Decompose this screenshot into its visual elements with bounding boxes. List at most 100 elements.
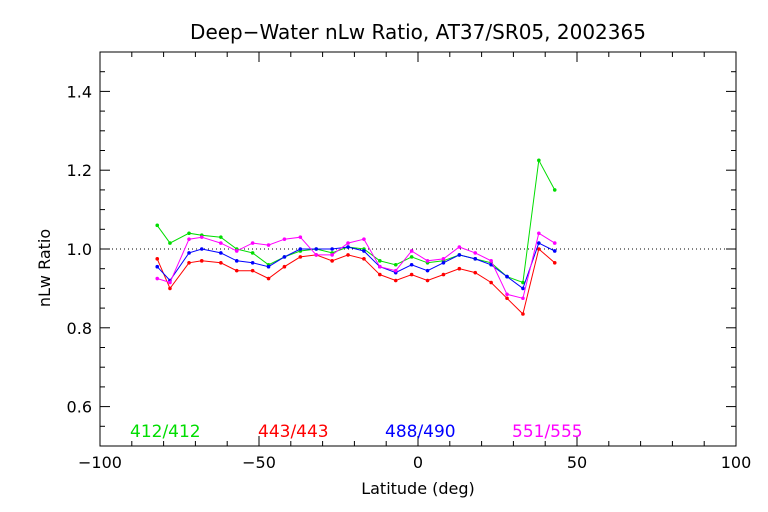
data-point: [409, 272, 414, 277]
data-point: [425, 268, 430, 273]
data-point: [441, 260, 446, 265]
data-point: [521, 280, 525, 285]
data-point: [330, 247, 334, 251]
data-point: [409, 249, 414, 253]
data-point: [378, 259, 382, 263]
data-point: [155, 264, 160, 269]
data-point: [441, 272, 446, 277]
data-point: [505, 274, 509, 279]
data-point: [489, 280, 493, 285]
data-point: [505, 292, 509, 297]
data-point: [473, 270, 478, 275]
y-tick-label: 1.0: [67, 240, 92, 259]
legend-entry: 551/555: [512, 422, 583, 442]
data-point: [409, 255, 414, 259]
data-point: [346, 241, 350, 245]
data-point: [266, 264, 271, 269]
y-tick-label: 0.6: [67, 398, 92, 417]
data-point: [187, 231, 191, 236]
data-point: [168, 280, 172, 285]
legend-entry: 488/490: [385, 422, 456, 442]
legend-entry: 443/443: [258, 422, 329, 442]
data-point: [282, 255, 287, 259]
data-point: [521, 296, 525, 301]
series-412-412: [155, 158, 557, 285]
series-551-555: [155, 231, 557, 301]
series-443-443: [155, 247, 557, 316]
data-point: [219, 251, 223, 255]
data-point: [314, 247, 319, 251]
data-point: [457, 266, 462, 271]
data-point: [537, 231, 541, 236]
y-tick-label: 1.2: [67, 161, 92, 180]
data-point: [298, 235, 303, 239]
data-point: [537, 241, 541, 245]
legend-entry: 412/412: [130, 422, 201, 442]
y-axis-label: nLw Ratio: [35, 229, 54, 307]
data-point: [234, 268, 239, 273]
data-point: [362, 237, 366, 241]
data-point: [298, 255, 303, 259]
series-line: [156, 242, 555, 290]
data-point: [521, 312, 525, 316]
series-layer: [155, 158, 557, 316]
data-point: [187, 237, 191, 241]
data-point: [234, 259, 239, 263]
data-point: [199, 235, 204, 239]
data-point: [187, 251, 191, 255]
axis-ticks: −100 −50 0 50 100 0.6 0.8 1.0 1.2 1.4: [67, 51, 751, 472]
data-point: [362, 257, 366, 261]
data-point: [234, 249, 239, 253]
y-tick-label: 1.4: [67, 82, 92, 101]
data-point: [346, 253, 350, 257]
data-point: [250, 260, 255, 265]
data-point: [489, 259, 493, 263]
data-point: [168, 286, 172, 291]
data-point: [282, 237, 287, 241]
data-point: [441, 257, 446, 261]
data-point: [393, 278, 398, 283]
data-point: [552, 241, 557, 245]
x-tick-label: −100: [78, 453, 122, 472]
data-point: [250, 241, 255, 245]
data-point: [219, 260, 223, 265]
x-tick-label: −50: [242, 453, 276, 472]
data-point: [409, 262, 414, 267]
data-point: [314, 253, 319, 257]
y-tick-label: 0.8: [67, 319, 92, 338]
series-line: [156, 158, 556, 284]
data-point: [473, 251, 478, 255]
data-point: [155, 276, 160, 281]
data-point: [155, 223, 160, 228]
data-point: [537, 247, 541, 251]
data-point: [393, 268, 398, 273]
data-point: [155, 257, 160, 261]
data-point: [362, 249, 366, 253]
x-tick-label: 50: [567, 453, 587, 472]
data-point: [393, 262, 398, 267]
series-line: [157, 232, 555, 299]
data-point: [425, 259, 430, 263]
data-point: [378, 272, 382, 277]
data-point: [187, 260, 191, 265]
data-point: [521, 286, 525, 291]
data-point: [425, 278, 430, 283]
data-point: [552, 188, 557, 192]
data-point: [457, 253, 462, 257]
data-point: [473, 257, 478, 261]
data-point: [266, 276, 271, 281]
data-point: [250, 268, 255, 273]
data-point: [537, 158, 541, 163]
chart-title: Deep−Water nLw Ratio, AT37/SR05, 2002365: [190, 20, 646, 44]
data-point: [298, 247, 303, 251]
data-point: [378, 264, 382, 269]
data-point: [266, 243, 271, 247]
data-point: [505, 296, 509, 301]
data-point: [552, 249, 557, 253]
data-point: [219, 241, 223, 245]
data-point: [168, 241, 172, 245]
x-axis-label: Latitude (deg): [361, 479, 475, 498]
data-point: [199, 247, 204, 251]
data-point: [330, 253, 334, 257]
